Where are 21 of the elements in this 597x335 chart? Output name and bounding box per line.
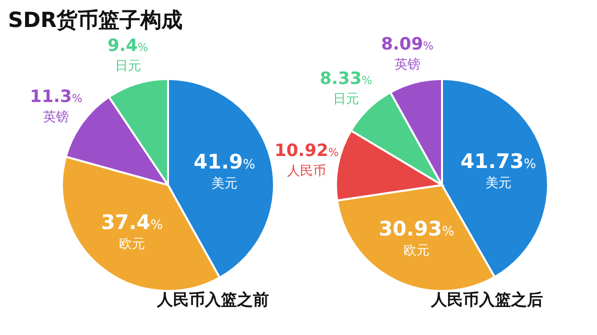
slice-label: 日元 — [114, 58, 141, 74]
slice-label: 英镑 — [43, 110, 70, 126]
data-label: 9.4% — [108, 36, 148, 56]
text: 人民币入篮之后 — [430, 290, 543, 309]
slice-label: 欧元 — [118, 236, 145, 252]
data-label: 41.9% — [194, 149, 256, 174]
slice-label: 英镑 — [394, 57, 420, 72]
slice-label: 美元 — [485, 175, 512, 192]
data-label: 37.4% — [101, 210, 163, 234]
data-label: 30.93% — [378, 216, 454, 240]
data-label: 8.09% — [381, 34, 434, 54]
slice-label: 人民币 — [287, 164, 326, 180]
slice-label: 欧元 — [404, 243, 430, 258]
data-label: 11.3% — [30, 87, 82, 108]
data-label: 41.73% — [460, 149, 536, 174]
data-label: 8.33% — [320, 68, 372, 89]
text: 人民币入篮之前 — [156, 290, 269, 309]
data-label: 10.92% — [274, 141, 339, 162]
slice-label: 美元 — [211, 175, 238, 192]
chart-title: SDR货币篮子构成 — [8, 8, 183, 32]
slice-label: 日元 — [332, 92, 359, 107]
